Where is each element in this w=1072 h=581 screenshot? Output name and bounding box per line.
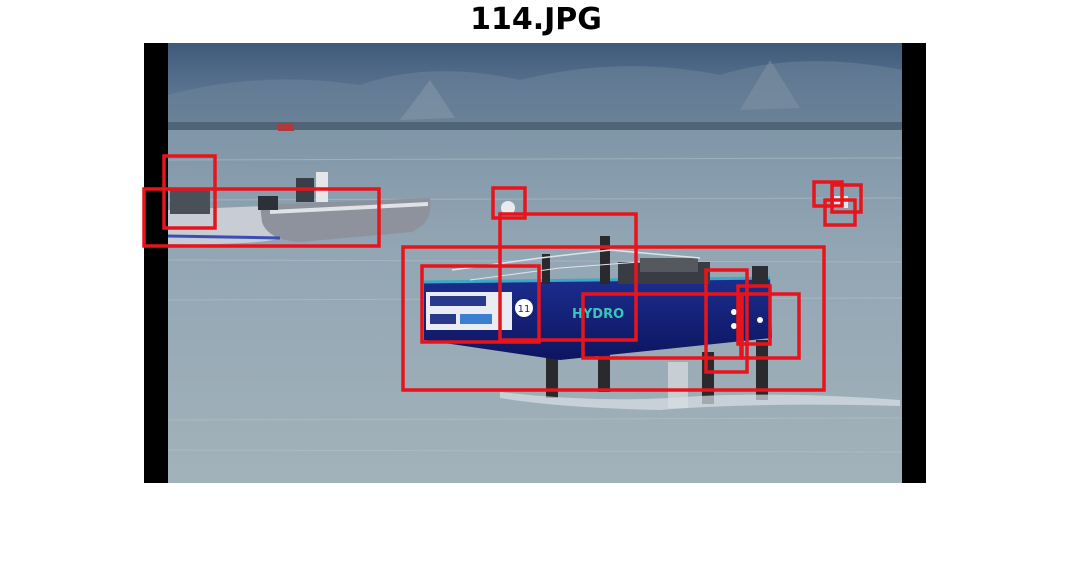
detection-box (491, 186, 527, 220)
inflatable-boat (168, 172, 431, 245)
detection-box (704, 268, 749, 374)
buoy (501, 201, 515, 215)
detection-box (142, 187, 381, 248)
detection-box (740, 292, 801, 360)
detection-box (812, 180, 844, 208)
hull-logo-text: HYDRO (572, 307, 624, 322)
shoreline (168, 122, 902, 132)
detection-box (823, 198, 857, 227)
detection-box (420, 264, 541, 344)
distant-boat (278, 123, 294, 131)
detection-box (498, 212, 638, 342)
detection-box (162, 154, 217, 230)
detection-boxes (142, 154, 863, 392)
photo-content: 11 HYDRO (168, 43, 902, 483)
figure-title: 114.JPG (470, 2, 602, 37)
boat-number: 11 (518, 304, 531, 315)
detection-box (736, 284, 772, 346)
detection-box (401, 245, 826, 392)
